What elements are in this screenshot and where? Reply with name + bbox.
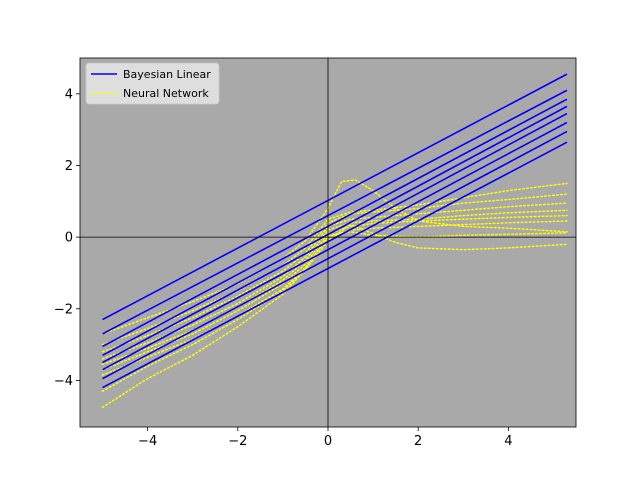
x-tick-label: 0	[324, 434, 332, 449]
neural-network-curve-1	[101, 179, 568, 335]
y-tick-label: 0	[65, 231, 73, 246]
neural-network-curve-8	[101, 223, 568, 392]
neural-network-curve-4	[101, 202, 568, 360]
bayesian-linear-line-2	[102, 89, 568, 335]
legend-label-neural-network: Neural Network	[123, 87, 209, 100]
x-tick-label: 4	[504, 434, 512, 449]
x-tick-label: 2	[414, 434, 422, 449]
legend-label-bayesian-linear: Bayesian Linear	[123, 68, 211, 81]
y-tick-label: 4	[65, 87, 73, 102]
y-tick-label: −4	[54, 374, 73, 389]
bayesian-linear-line-3	[102, 98, 568, 348]
bayesian-linear-line-8	[102, 141, 568, 389]
x-tick-label: −4	[138, 434, 157, 449]
x-tick-label: −2	[228, 434, 247, 449]
bayesian-linear-line-5	[102, 112, 568, 364]
ticks-layer: −4 −2 0 2 4 −4 −2 0 2 4	[54, 87, 513, 449]
bayesian-linear-line-1	[102, 73, 568, 321]
bayesian-linear-line-6	[102, 121, 568, 371]
legend-box	[85, 62, 220, 105]
y-tick-label: −2	[54, 302, 73, 317]
bayesian-linear-line-7	[102, 130, 568, 380]
legend: Bayesian Linear Neural Network	[85, 62, 220, 105]
y-tick-label: 2	[65, 159, 73, 174]
bayesian-linear-line-4	[102, 105, 568, 357]
